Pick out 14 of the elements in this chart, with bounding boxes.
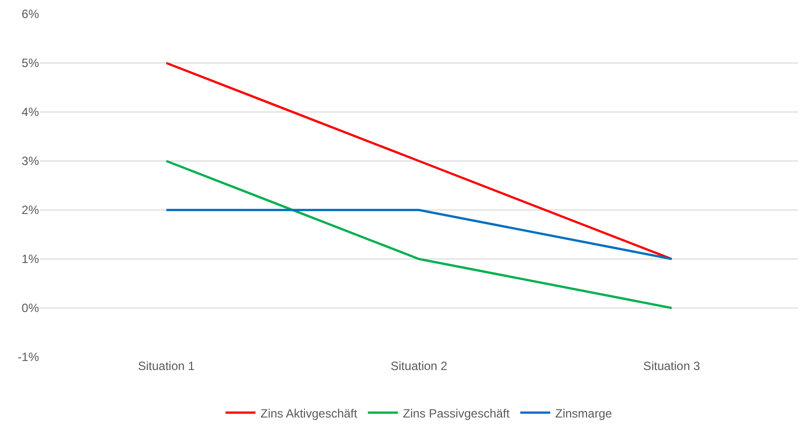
y-tick-label: 0%: [22, 301, 40, 316]
legend-label: Zins Aktivgeschäft: [260, 406, 358, 420]
y-tick-label: 6%: [22, 7, 40, 22]
x-tick-label: Situation 2: [390, 359, 448, 373]
y-tick-label: 4%: [22, 105, 40, 120]
legend-label: Zins Passivgeschäft: [402, 406, 510, 420]
y-tick-label: 1%: [22, 252, 40, 266]
legend-label: Zinsmarge: [555, 406, 612, 420]
x-tick-label: Situation 3: [643, 359, 700, 373]
y-tick-label: 3%: [22, 154, 40, 168]
y-tick-label: 2%: [22, 203, 40, 218]
y-tick-label: 5%: [22, 56, 40, 70]
x-tick-label: Situation 1: [138, 359, 196, 373]
y-tick-label: -1%: [18, 350, 40, 364]
